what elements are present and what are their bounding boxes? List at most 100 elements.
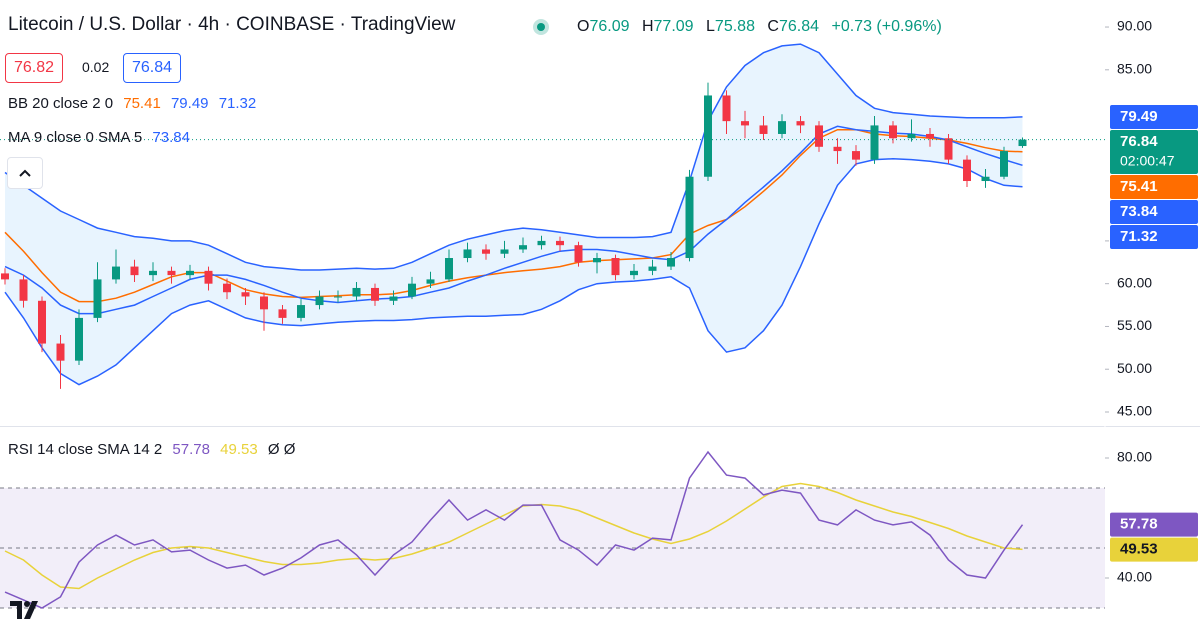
candle-body xyxy=(334,296,342,298)
indicator-value: 73.84 xyxy=(152,129,190,146)
candle-body xyxy=(463,249,472,259)
candle-body xyxy=(593,258,601,263)
candle-body xyxy=(93,279,102,318)
candle-body xyxy=(112,266,120,280)
indicator-name: RSI 14 close SMA 14 2 xyxy=(8,441,163,458)
ma-legend: MA 9 close 0 SMA 5 73.84 xyxy=(8,129,196,146)
candle-body xyxy=(722,95,731,122)
bb-legend: BB 20 close 2 0 75.41 79.49 71.32 xyxy=(8,95,262,112)
candle-body xyxy=(944,138,953,160)
candle-body xyxy=(1018,139,1027,147)
ohlc-value: 75.88 xyxy=(714,18,755,35)
y-tick-label: 40.00 xyxy=(1117,569,1152,585)
candle-body xyxy=(833,146,842,152)
candle-body xyxy=(241,292,250,297)
price-tag xyxy=(1110,104,1198,129)
ohlc-value: 76.09 xyxy=(589,18,630,35)
candle-body xyxy=(926,133,934,139)
candle-body xyxy=(426,279,435,284)
candle-body xyxy=(167,270,176,276)
chart-title: Litecoin / U.S. Dollar · 4h · COINBASE ·… xyxy=(8,14,456,35)
candle-body xyxy=(556,240,564,246)
candle-body xyxy=(371,287,379,301)
ohlc-value: 76.84 xyxy=(778,18,820,35)
bb-fill xyxy=(5,44,1023,385)
candle-body xyxy=(75,317,83,361)
indicator-value: 71.32 xyxy=(218,95,257,112)
buy-button[interactable]: 76.84 xyxy=(123,53,182,83)
candle-body xyxy=(574,245,583,263)
candle-body xyxy=(223,283,231,293)
candle-body xyxy=(963,159,971,182)
candle-body xyxy=(815,125,823,147)
price-tag-label: 73.84 xyxy=(1120,203,1158,220)
candle-body xyxy=(630,270,638,276)
candle-body xyxy=(130,266,139,276)
indicator-flags: Ø Ø xyxy=(267,441,296,458)
candle-body xyxy=(204,270,213,284)
price-tag xyxy=(1110,537,1198,562)
candle-body xyxy=(260,296,268,310)
candle-body xyxy=(852,151,860,160)
candle-body xyxy=(1000,151,1008,177)
y-tick-label: 85.00 xyxy=(1117,61,1152,77)
price-tag-label: 71.32 xyxy=(1120,228,1158,245)
y-tick-label: 90.00 xyxy=(1117,18,1152,34)
candle-body xyxy=(981,176,990,182)
tv-logo xyxy=(10,601,38,619)
spread: 0.02 xyxy=(82,59,110,75)
candle-body xyxy=(1,273,9,280)
candle-body xyxy=(796,121,805,126)
candle-body xyxy=(149,270,157,276)
rsi-line xyxy=(4,482,1023,590)
candle-body xyxy=(56,343,65,361)
ohlc-value: 77.09 xyxy=(653,18,694,35)
price-tag xyxy=(1110,129,1198,174)
candle-body xyxy=(408,283,416,297)
candle-body xyxy=(352,287,361,297)
sell-button[interactable]: 76.82 xyxy=(5,53,64,83)
price-tag xyxy=(1110,199,1198,224)
y-tick-label: 45.00 xyxy=(1117,403,1152,419)
candle-body xyxy=(907,133,916,139)
ohlc-legend: O76.09 H77.09 L75.88 C76.84 +0.73 (+0.96… xyxy=(577,18,942,36)
collapse-button[interactable] xyxy=(7,157,43,189)
price-tag-label: 76.84 xyxy=(1120,133,1158,150)
ohlc-label: H xyxy=(641,18,654,35)
candle-body xyxy=(19,279,28,301)
ma-line xyxy=(4,125,1023,315)
ohlc-label: O xyxy=(577,18,590,35)
candle-body xyxy=(889,125,897,139)
candle-body xyxy=(38,300,46,344)
candle-body xyxy=(482,249,490,254)
rsi-line xyxy=(4,450,1024,609)
candle-body xyxy=(315,296,324,306)
change: +0.73 (+0.96%) xyxy=(831,18,942,35)
candle-body xyxy=(445,258,453,280)
bb-lower xyxy=(4,158,1023,386)
candle-body xyxy=(611,258,620,276)
indicator-value: 57.78 xyxy=(172,441,210,458)
y-tick-label: 50.00 xyxy=(1117,360,1152,376)
candle-body xyxy=(870,125,879,160)
candle-body xyxy=(667,258,675,267)
candle-body xyxy=(685,176,694,259)
indicator-name: MA 9 close 0 SMA 5 xyxy=(8,129,143,146)
countdown: 02:00:47 xyxy=(1120,153,1175,169)
candle-body xyxy=(519,245,527,250)
indicator-name: BB 20 close 2 0 xyxy=(8,95,114,112)
candle-body xyxy=(278,309,287,318)
price-tag xyxy=(1110,512,1198,537)
candle-body xyxy=(297,305,305,318)
y-tick-label: 55.00 xyxy=(1117,317,1152,333)
status-dot xyxy=(533,19,549,35)
indicator-value: 49.53 xyxy=(220,441,258,458)
y-tick-label: 80.00 xyxy=(1117,449,1152,465)
candle-body xyxy=(648,266,657,271)
candle-body xyxy=(741,121,749,126)
candle-body xyxy=(186,270,194,276)
price-tag xyxy=(1110,224,1198,249)
rsi-legend: RSI 14 close SMA 14 2 57.78 49.53 Ø Ø xyxy=(8,441,301,458)
